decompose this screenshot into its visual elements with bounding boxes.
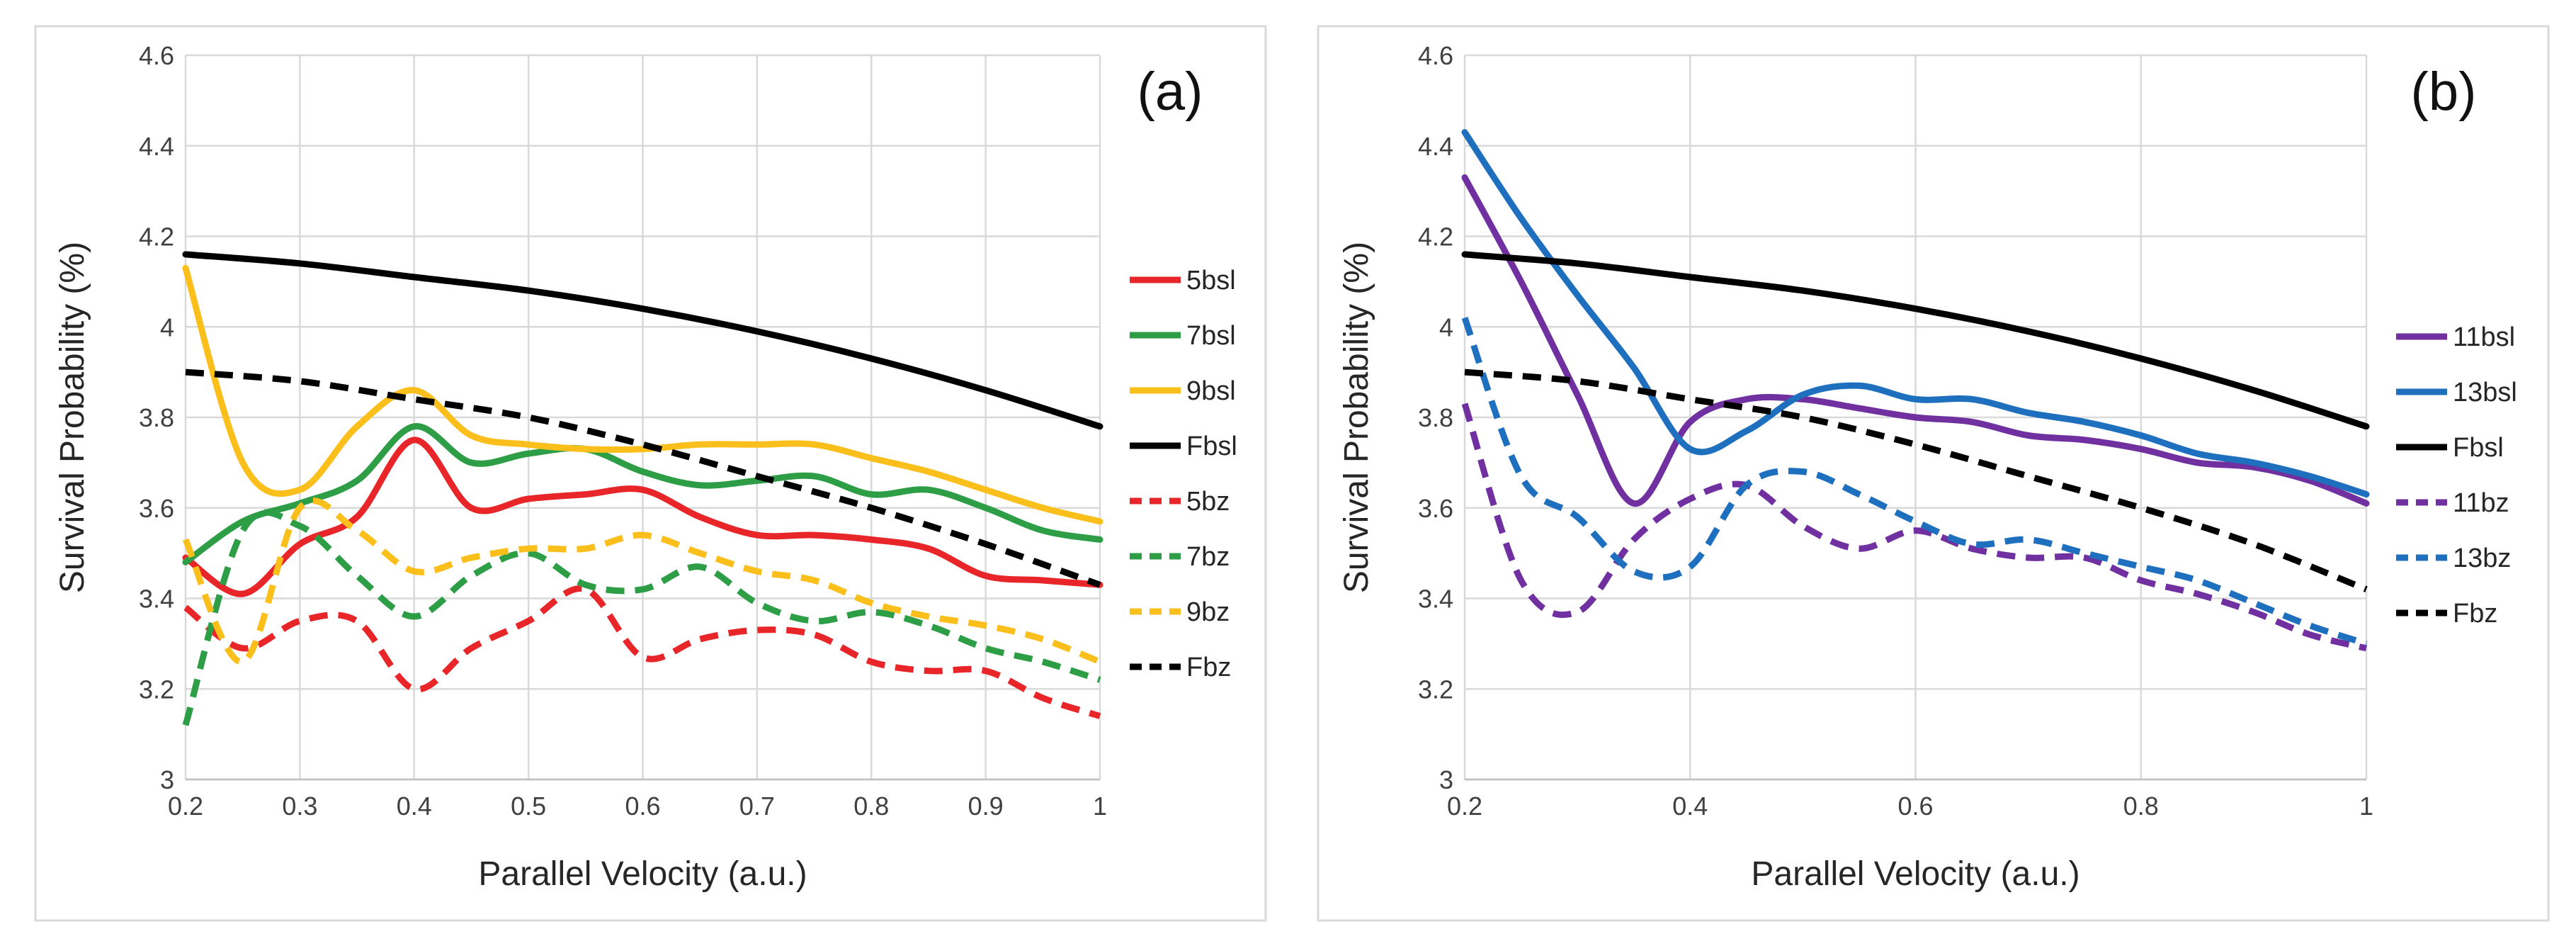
y-axis-title: Survival Probability (%): [54, 242, 91, 593]
series-group: [1461, 129, 2370, 652]
chart-a-svg: 3 3.2 3.4 3.6 3.8 4 4.2 4.4 4.6 0.2 0.3 0.4 0.5 0.6 0.…: [34, 25, 1267, 922]
chart-b-svg: 3 3.2 3.4 3.6 3.8 4 4.2 4.4 4.6 0.2 0.4 0.6 0.8 1 Para…: [1317, 25, 2550, 922]
series-line-5bz: [183, 585, 1101, 719]
y-tick-label: 4.2: [1418, 223, 1453, 252]
x-axis-title: Parallel Velocity (a.u.): [478, 855, 807, 893]
x-tick-label: 0.2: [168, 792, 203, 821]
series-line-9bsl: [182, 264, 1103, 525]
legend-label-9bsl: 9bsl: [1186, 376, 1236, 406]
x-tick-label: 0.8: [853, 792, 889, 821]
x-tick-label: 0.8: [2123, 792, 2159, 821]
legend-label-Fbz: Fbz: [2453, 599, 2497, 629]
series-line-7bsl: [182, 423, 1103, 565]
legend-label-Fbsl: Fbsl: [2453, 433, 2504, 463]
x-tick-label: 0.5: [511, 792, 546, 821]
legend-label-7bsl: 7bsl: [1186, 321, 1236, 351]
y-tick-label: 4.6: [1418, 41, 1453, 70]
series-line-13bsl: [1461, 129, 2370, 498]
y-tick-label: 3: [160, 765, 174, 794]
y-tick-label: 3.4: [1418, 585, 1453, 614]
y-tick-label: 3.4: [139, 585, 174, 614]
chart-frame: [1317, 25, 2550, 922]
series-line-Fbsl: [1461, 251, 2370, 430]
series-line-13bz: [1461, 316, 2368, 647]
series-line-Fbsl: [182, 251, 1103, 430]
panel-label-b: (b): [2411, 62, 2477, 122]
legend: 11bsl 13bsl Fbsl 11bz 13bz Fbz: [2396, 322, 2517, 629]
series-line-11bsl: [1461, 174, 2370, 507]
legend-label-9bz: 9bz: [1186, 597, 1230, 627]
x-tick-label: 0.7: [739, 792, 775, 821]
legend-label-11bz: 11bz: [2453, 488, 2509, 518]
y-tick-label: 4: [160, 312, 174, 342]
x-tick-label: 0.6: [1897, 792, 1933, 821]
x-tick-label: 1: [2359, 792, 2373, 821]
y-axis-title: Survival Probability (%): [1338, 242, 1375, 593]
legend-label-13bsl: 13bsl: [2453, 378, 2517, 407]
x-tick-label: 1: [1093, 792, 1107, 821]
chart-panel-a: 3 3.2 3.4 3.6 3.8 4 4.2 4.4 4.6 0.2 0.3 0.4 0.5 0.6 0.…: [34, 25, 1267, 922]
y-tick-label: 4.6: [139, 41, 174, 70]
x-tick-label: 0.9: [968, 792, 1004, 821]
legend-label-5bz: 5bz: [1186, 487, 1230, 517]
chart-panel-b: 3 3.2 3.4 3.6 3.8 4 4.2 4.4 4.6 0.2 0.4 0.6 0.8 1 Para…: [1288, 0, 2575, 946]
y-tick-label: 3.2: [1418, 675, 1453, 704]
y-tick-label: 3: [1439, 765, 1453, 794]
series-line-5bsl: [182, 437, 1103, 597]
legend: 5bsl 7bsl 9bsl Fbsl 5bz 7bz 9bz Fbz: [1130, 266, 1237, 682]
series-line-9bz: [182, 497, 1101, 665]
x-tick-label: 0.3: [282, 792, 317, 821]
legend-label-13bz: 13bz: [2453, 544, 2511, 573]
series-line-Fbz: [185, 368, 1101, 588]
x-tick-label: 0.6: [625, 792, 660, 821]
legend-label-7bz: 7bz: [1186, 542, 1230, 572]
series-line-Fbz: [1464, 368, 2368, 592]
series-line-7bz: [182, 509, 1101, 726]
legend-label-11bsl: 11bsl: [2453, 322, 2515, 352]
legend-label-5bsl: 5bsl: [1186, 266, 1236, 295]
y-tick-label: 3.2: [139, 675, 174, 704]
y-tick-label: 4.2: [139, 223, 174, 252]
x-tick-label: 0.4: [397, 792, 432, 821]
y-tick-label: 4: [1439, 312, 1453, 342]
y-tick-label: 4.4: [1418, 132, 1453, 161]
y-tick-label: 3.6: [1418, 494, 1453, 523]
x-tick-label: 0.4: [1672, 792, 1708, 821]
y-tick-label: 3.8: [139, 403, 174, 432]
legend-label-Fbz: Fbz: [1186, 653, 1231, 682]
y-tick-label: 3.6: [139, 494, 174, 523]
series-line-11bz: [1461, 402, 2368, 652]
y-tick-label: 4.4: [139, 132, 174, 161]
series-group: [182, 251, 1103, 726]
x-axis-title: Parallel Velocity (a.u.): [1751, 855, 2079, 893]
x-tick-label: 0.2: [1447, 792, 1482, 821]
legend-label-Fbsl: Fbsl: [1186, 432, 1237, 461]
y-tick-label: 3.8: [1418, 403, 1453, 432]
panel-label-a: (a): [1137, 62, 1203, 122]
